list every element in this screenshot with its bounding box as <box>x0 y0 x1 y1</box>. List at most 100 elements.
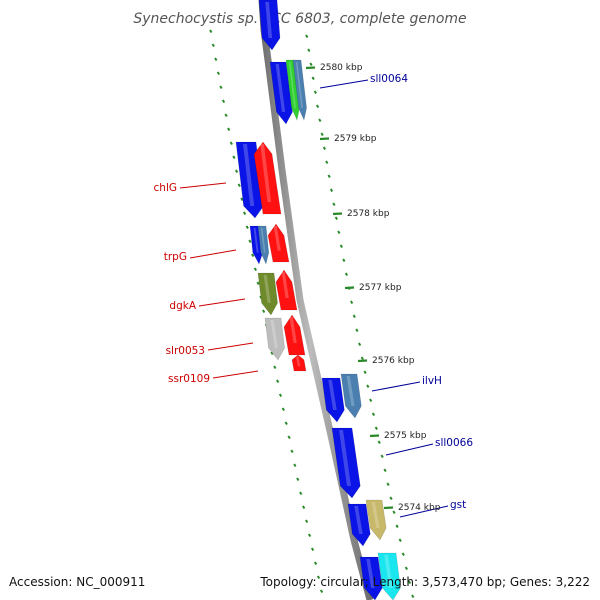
minor-tick <box>281 407 285 412</box>
minor-tick <box>309 62 313 67</box>
tick-labels: 2580 kbp 2579 kbp 2578 kbp 2577 kbp 2576 kbp… <box>320 63 441 513</box>
gene-highlight <box>366 559 375 588</box>
major-tick <box>319 137 330 141</box>
minor-tick <box>383 468 387 473</box>
minor-tick <box>315 104 320 109</box>
minor-tick <box>389 496 393 501</box>
minor-tick <box>392 510 396 515</box>
gene-arrow-slr0053 <box>264 317 285 361</box>
gene-highlight <box>253 228 259 253</box>
minor-tick <box>299 491 303 496</box>
minor-tick <box>313 90 317 95</box>
minor-tick <box>240 197 244 202</box>
gene-arrow <box>359 556 383 600</box>
minor-tick <box>366 384 370 389</box>
minor-tick <box>253 267 258 272</box>
gene-arrow <box>377 552 401 600</box>
gene-label-chlG: chlG <box>154 182 177 194</box>
minor-tick <box>276 379 280 384</box>
minor-tick <box>251 253 255 258</box>
gene-highlight <box>260 228 266 253</box>
minor-tick <box>411 594 415 599</box>
gene-arrow-ssr0109 <box>291 354 307 372</box>
gene-arrow <box>285 59 300 121</box>
leader-line-slr0053 <box>207 342 254 351</box>
gene-label-sll0064: sll0064 <box>370 73 408 85</box>
minor-tick <box>310 547 315 552</box>
minor-tick <box>273 365 277 370</box>
tick-label: 2574 kbp <box>398 503 441 513</box>
leader-line-sll0066 <box>385 443 434 456</box>
minor-tick <box>357 342 362 347</box>
gene-arrow <box>365 499 387 541</box>
gene-highlight <box>273 226 281 251</box>
leader-line-ilvH <box>371 381 421 392</box>
gene-arrow-ilvH <box>321 377 345 423</box>
gene-arrow <box>258 0 281 51</box>
minor-tick <box>307 533 312 538</box>
minor-tick <box>320 132 324 137</box>
gene-highlight <box>275 64 286 112</box>
leader-line-chlG <box>179 182 227 189</box>
leader-line-trpG <box>189 249 237 259</box>
tick-label: 2580 kbp <box>320 63 363 73</box>
minor-tick <box>318 118 322 123</box>
gene-arrow-sll0064 <box>269 61 293 125</box>
minor-tick <box>319 589 324 594</box>
minor-tick <box>327 174 331 179</box>
minor-tick <box>337 230 341 235</box>
gene-arrow-gst <box>347 503 371 547</box>
gene-arrow <box>257 225 270 265</box>
gene-highlight <box>265 2 273 38</box>
tick-label: 2575 kbp <box>384 431 427 441</box>
leader-line-gst <box>399 505 449 518</box>
minor-tick <box>242 211 247 216</box>
major-ticks <box>305 66 394 510</box>
minor-tick <box>270 351 274 356</box>
major-tick <box>344 286 355 290</box>
minor-tick <box>293 463 297 468</box>
minor-tick <box>380 454 384 459</box>
minor-tick <box>224 113 228 118</box>
gene-label-gst: gst <box>450 499 466 511</box>
gene-arrow-sll0066 <box>331 427 361 499</box>
gene-label-ssr0109: ssr0109 <box>168 373 210 385</box>
minor-tick <box>355 328 359 333</box>
minor-tick <box>401 552 405 557</box>
minor-tick <box>262 309 266 314</box>
minor-tick <box>237 183 241 188</box>
gene-label-trpG: trpG <box>164 251 187 263</box>
minor-tick <box>278 393 283 398</box>
gene-highlight <box>384 555 393 588</box>
minor-tick <box>234 169 239 174</box>
minor-tick <box>302 505 306 510</box>
minor-tick <box>332 202 336 207</box>
minor-tick <box>369 398 373 403</box>
minor-tick <box>352 314 356 319</box>
gene-highlight <box>328 380 337 410</box>
gene-highlight <box>263 275 271 303</box>
gene-highlight <box>288 62 296 108</box>
minor-tick <box>305 34 309 39</box>
gene-highlight <box>295 62 303 108</box>
minor-tick <box>350 300 354 305</box>
minor-tick <box>342 258 346 263</box>
tick-label: 2577 kbp <box>359 283 402 293</box>
minor-tick <box>209 29 213 34</box>
gene-arrow <box>292 59 307 121</box>
minor-tick <box>245 225 249 230</box>
minor-tick <box>339 244 343 249</box>
outer-tick-ring <box>305 34 415 599</box>
leader-line-ssr0109 <box>212 370 259 379</box>
minor-tick <box>227 127 231 132</box>
gene-arrow <box>267 223 290 263</box>
gene-highlight <box>296 357 301 367</box>
tick-label: 2579 kbp <box>334 134 377 144</box>
minor-tick <box>386 482 390 487</box>
gene-arrow-dgkA <box>257 272 278 316</box>
minor-tick <box>219 85 223 90</box>
gene-arrow <box>283 314 306 356</box>
minor-tick <box>290 449 294 454</box>
gene-highlight <box>371 502 380 528</box>
gene-highlight <box>354 506 363 534</box>
